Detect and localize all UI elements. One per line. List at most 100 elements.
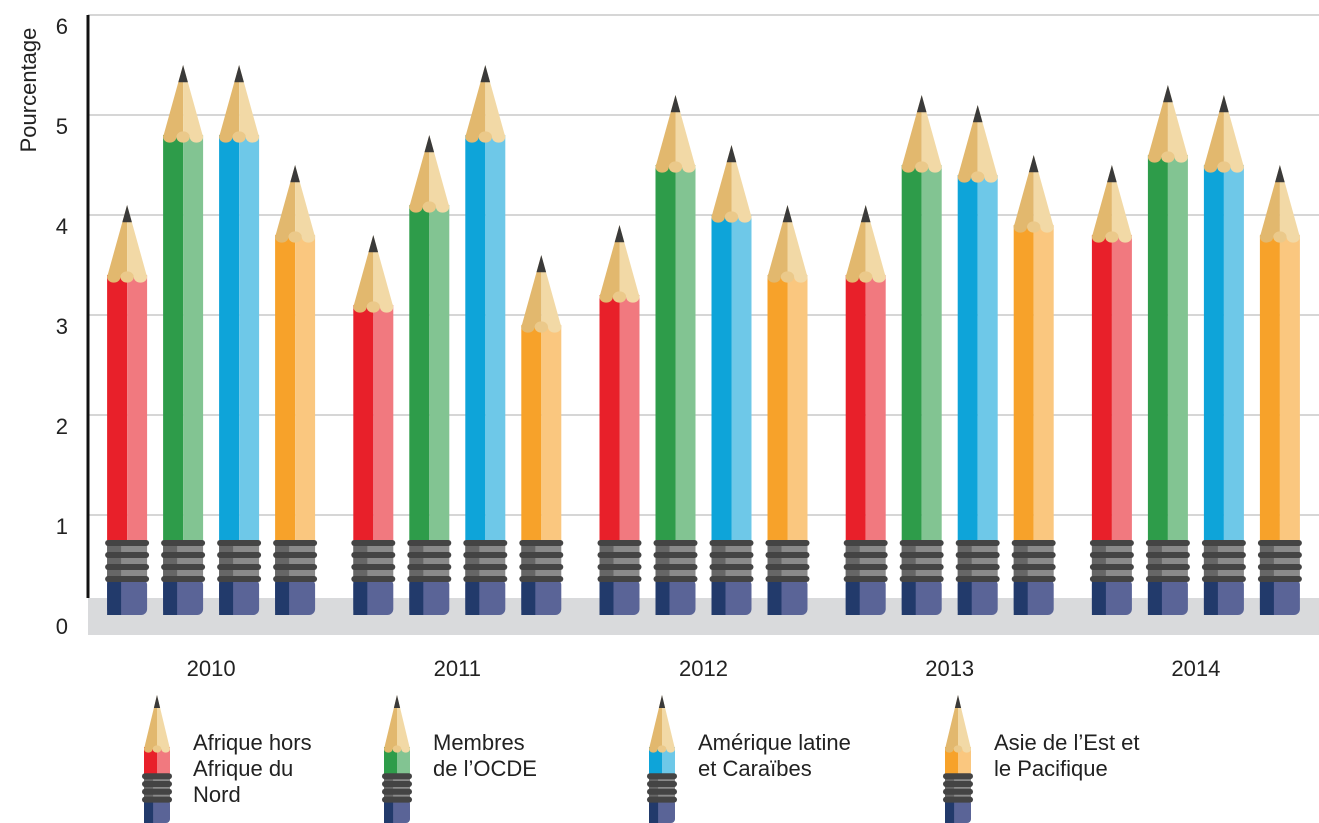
pencil-scallop — [957, 171, 972, 183]
pencil-scallop — [928, 161, 942, 173]
pencil-wood — [1111, 165, 1132, 237]
pencil-lead — [1028, 155, 1039, 173]
ferrule-band — [1257, 564, 1302, 570]
pencil-wood — [731, 145, 752, 217]
ferrule-band — [407, 564, 452, 570]
pencil-body — [485, 135, 506, 543]
pencil-scallop — [465, 131, 479, 143]
pencil-wood — [599, 225, 620, 297]
pencil-wood — [767, 205, 788, 277]
ferrule-band — [142, 788, 172, 795]
ferrule-band — [709, 540, 754, 546]
pencil-eraser — [1147, 579, 1162, 615]
pencil-body — [1203, 165, 1224, 543]
pencil-scallop — [491, 131, 506, 143]
ferrule-band — [463, 552, 508, 558]
pencil-body — [662, 747, 675, 777]
pencil-lead — [726, 145, 737, 163]
pencil-scallop — [666, 745, 676, 753]
ferrule-band — [1011, 576, 1056, 582]
pencil-lead — [368, 235, 379, 253]
pencil-eraser — [711, 579, 726, 615]
x-tick-label: 2011 — [434, 656, 481, 681]
pencil-scallop — [738, 211, 752, 223]
ferrule-band — [1089, 564, 1134, 570]
pencil-scallop — [649, 745, 658, 753]
ferrule-band — [142, 796, 172, 803]
legend-swatch — [647, 695, 677, 823]
bar — [273, 165, 318, 615]
ferrule-band — [1145, 564, 1190, 570]
pencil-wood — [921, 95, 942, 167]
ferrule-band — [1257, 576, 1302, 582]
ferrule-band — [519, 576, 564, 582]
pencil-body — [1259, 235, 1280, 543]
legend-label: Asie de l’Est et le Pacifique — [994, 730, 1140, 781]
x-tick-label: 2014 — [1171, 656, 1220, 681]
pencil-wood — [977, 105, 998, 177]
ferrule-band — [1257, 540, 1302, 546]
pencil-lead — [1275, 165, 1285, 183]
pencil-scallop — [1118, 231, 1132, 243]
pencil-wood — [163, 65, 184, 137]
pencil-eraser — [1259, 579, 1274, 615]
pencil-wood — [353, 235, 374, 307]
pencil-wood — [373, 235, 394, 307]
ferrule-band — [1145, 540, 1190, 546]
bar — [519, 255, 564, 615]
pencil-scallop — [163, 131, 177, 143]
ferrule-band — [843, 564, 888, 570]
pencil-scallop — [1273, 231, 1287, 243]
pencil-body — [1147, 155, 1168, 543]
pencil-eraser — [1091, 579, 1106, 615]
x-tick-label: 2012 — [679, 656, 728, 681]
pencil-body — [239, 135, 260, 543]
pencil-scallop — [1013, 221, 1028, 233]
pencil-ferrule — [1091, 543, 1106, 579]
pencil-body — [127, 275, 148, 543]
pencil-wood — [649, 695, 662, 749]
ferrule-band — [1011, 552, 1056, 558]
pencil-ferrule — [767, 543, 782, 579]
ferrule-band — [407, 576, 452, 582]
y-tick-label: 0 — [56, 614, 68, 639]
pencil-scallop — [1105, 231, 1119, 243]
pencil-lead — [536, 255, 547, 273]
y-tick-label: 1 — [56, 514, 68, 539]
pencil-body — [787, 275, 808, 543]
pencil-scallop — [435, 201, 450, 213]
bar — [407, 135, 452, 615]
ferrule-band — [217, 564, 262, 570]
pencil-scallop — [657, 745, 667, 753]
y-tick-label: 2 — [56, 414, 68, 439]
bar — [161, 65, 206, 615]
pencil-body — [295, 235, 316, 543]
pencil-wood — [957, 105, 978, 177]
pencil-scallop — [915, 161, 929, 173]
ferrule-band — [273, 564, 318, 570]
pencil-lead — [670, 95, 681, 113]
pencil-scallop — [845, 271, 860, 283]
pencil-scallop — [794, 271, 808, 283]
pencil-scallop — [144, 745, 153, 753]
pencil-scallop — [161, 745, 171, 753]
pencil-eraser — [144, 799, 154, 823]
pencil-scallop — [547, 321, 562, 333]
pencil-eraser — [599, 579, 614, 615]
pencil-lead — [860, 205, 871, 223]
ferrule-band — [105, 564, 150, 570]
pencil-scallop — [859, 271, 873, 283]
ferrule-band — [217, 540, 262, 546]
ferrule-band — [843, 552, 888, 558]
ferrule-band — [351, 540, 396, 546]
pencil-scallop — [1161, 151, 1175, 163]
ferrule-band — [105, 540, 150, 546]
pencil-wood — [958, 695, 971, 749]
pencil-body — [1111, 235, 1132, 543]
ferrule-band — [407, 552, 452, 558]
bar — [463, 65, 508, 615]
ferrule-band — [273, 552, 318, 558]
legend-swatch — [943, 695, 973, 823]
pencil-body — [373, 305, 394, 543]
y-tick-label: 6 — [56, 14, 68, 39]
